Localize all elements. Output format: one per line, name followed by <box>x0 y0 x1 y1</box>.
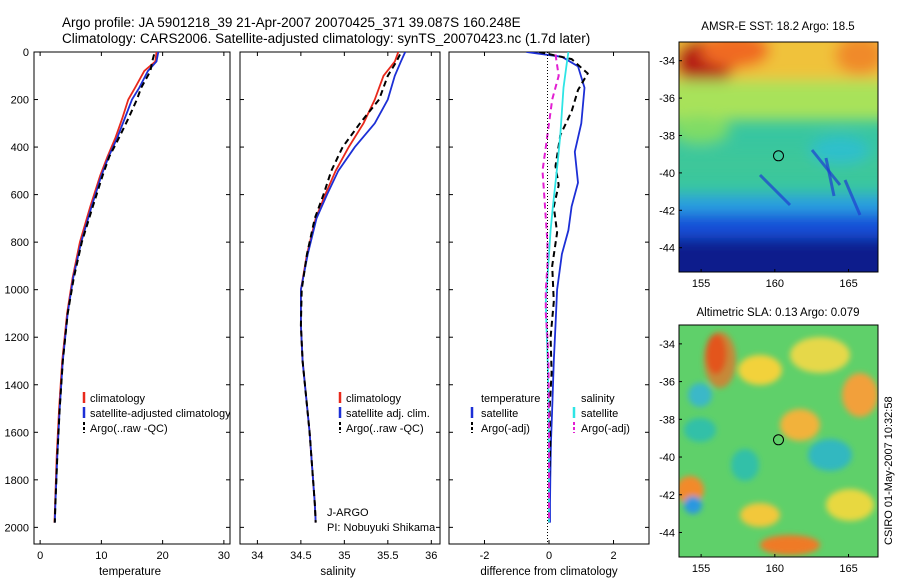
x-tick-label: 0 <box>546 550 552 562</box>
map-y-tick-label: -40 <box>659 168 675 180</box>
salinity-legend: climatology satellite adj. clim. Argo(..… <box>338 392 430 435</box>
series-line-argo-raw-qc- <box>53 54 156 523</box>
map-y-tick-label: -38 <box>659 130 675 142</box>
x-tick-label: 35.5 <box>377 550 398 562</box>
sla-map <box>679 325 878 557</box>
series-line-satellite-adj-clim- <box>299 52 407 523</box>
sst-argo-location-marker <box>773 150 784 162</box>
salinity-axis-label: salinity <box>320 566 355 578</box>
legend-title-temperature: temperature <box>481 393 540 405</box>
map-x-tick-label: 165 <box>839 278 857 290</box>
pi-annotation: PI: Nobuyuki Shikama <box>327 522 436 534</box>
map-y-tick-label: -36 <box>659 93 675 105</box>
map-y-tick-label: -34 <box>659 339 675 351</box>
x-tick-label: 34 <box>251 550 263 562</box>
map-x-tick-label: 165 <box>839 563 857 575</box>
figure-title-line-2: Climatology: CARS2006. Satellite-adjuste… <box>62 31 590 46</box>
sla-argo-location-marker <box>773 434 784 446</box>
y-tick-label: 1200 <box>5 332 29 344</box>
map-y-tick-label: -42 <box>659 490 675 502</box>
map-x-tick-label: 155 <box>692 563 710 575</box>
map-y-tick-label: -44 <box>659 527 675 539</box>
difference-legend: temperature satellite Argo(-adj) salinit… <box>470 393 630 435</box>
x-tick-label: 34.5 <box>290 550 311 562</box>
legend-label-satellite: satellite adj. clim. <box>346 408 430 420</box>
axes-ticks: 0 10 20 30020040060080010001200140016001800… <box>5 47 649 562</box>
y-tick-label: 200 <box>11 95 29 107</box>
figure-title-line-1: Argo profile: JA 5901218_39 21-Apr-2007 … <box>62 15 521 30</box>
sla-map-frame <box>678 324 879 558</box>
legend-label-sal-argo: Argo(-adj) <box>581 423 630 435</box>
x-tick-label: 30 <box>218 550 230 562</box>
y-tick-label: 800 <box>11 237 29 249</box>
map-axes-ticks: 155 160 165 -34 -36 -38 -40 -42 -44 155 160 165 -34 -… <box>659 56 858 575</box>
legend-label-satellite: satellite-adjusted climatology <box>90 408 231 420</box>
y-tick-label: 1600 <box>5 427 29 439</box>
legend-label-argo: Argo(..raw -QC) <box>90 423 168 435</box>
series-line-salinity-argo-adj- <box>541 54 560 523</box>
profile-lines <box>53 52 589 523</box>
sst-map-title: AMSR-E SST: 18.2 Argo: 18.5 <box>701 21 854 33</box>
legend-label-argo: Argo(..raw -QC) <box>346 423 424 435</box>
y-tick-label: 1000 <box>5 285 29 297</box>
series-line-argo-raw-qc- <box>299 53 401 523</box>
sla-map-title: Altimetric SLA: 0.13 Argo: 0.079 <box>696 307 859 319</box>
y-tick-label: 600 <box>11 190 29 202</box>
sst-front-streak <box>810 149 842 186</box>
map-y-tick-label: -34 <box>659 56 675 68</box>
x-tick-label: 35 <box>338 550 350 562</box>
y-tick-label: 1400 <box>5 380 29 392</box>
difference-axis-label: difference from climatology <box>480 566 617 578</box>
sst-front-streak <box>758 173 792 207</box>
sst-front-streak <box>824 157 836 197</box>
x-tick-label: 36 <box>425 550 437 562</box>
x-tick-label: 10 <box>95 550 107 562</box>
map-x-tick-label: 160 <box>766 563 784 575</box>
sst-map-frame <box>678 41 879 273</box>
sst-map <box>679 42 878 272</box>
y-tick-label: 400 <box>11 142 29 154</box>
x-tick-label: 20 <box>157 550 169 562</box>
legend-label-temp-satellite: satellite <box>481 408 518 420</box>
x-tick-label: 0 <box>37 550 43 562</box>
series-line-temperature-satellite <box>526 52 586 523</box>
map-x-tick-label: 160 <box>766 278 784 290</box>
x-tick-label: -2 <box>480 550 490 562</box>
y-tick-label: 0 <box>23 47 29 59</box>
sst-front-streak <box>843 179 862 216</box>
map-y-tick-label: -44 <box>659 243 675 255</box>
legend-title-salinity: salinity <box>581 393 615 405</box>
salinity-panel <box>239 51 441 545</box>
temperature-panel <box>33 51 231 545</box>
y-tick-label: 1800 <box>5 475 29 487</box>
series-line-satellite-adjusted-climatology <box>53 52 160 523</box>
map-y-tick-label: -40 <box>659 452 675 464</box>
program-annotation: J-ARGO <box>327 507 369 519</box>
legend-label-climatology: climatology <box>90 393 146 405</box>
map-x-tick-label: 155 <box>692 278 710 290</box>
map-y-tick-label: -36 <box>659 377 675 389</box>
temperature-legend: climatology satellite-adjusted climatolo… <box>82 392 231 435</box>
temperature-axis-label: temperature <box>99 566 161 578</box>
x-tick-label: 2 <box>610 550 616 562</box>
legend-label-sal-satellite: satellite <box>581 408 618 420</box>
csiro-timestamp: CSIRO 01-May-2007 10:32:58 <box>883 396 895 545</box>
map-y-tick-label: -38 <box>659 414 675 426</box>
legend-label-temp-argo: Argo(-adj) <box>481 423 530 435</box>
map-y-tick-label: -42 <box>659 205 675 217</box>
y-tick-label: 2000 <box>5 522 29 534</box>
legend-label-climatology: climatology <box>346 393 402 405</box>
